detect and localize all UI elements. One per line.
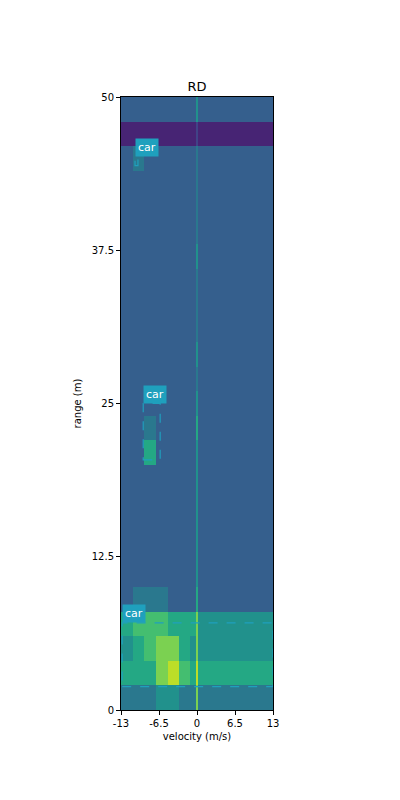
svg-text:range (m): range (m) bbox=[72, 379, 83, 429]
svg-text:car: car bbox=[138, 141, 156, 154]
svg-text:0: 0 bbox=[194, 718, 200, 729]
svg-text:50: 50 bbox=[101, 92, 114, 103]
svg-text:0: 0 bbox=[108, 705, 114, 716]
svg-text:12.5: 12.5 bbox=[92, 551, 114, 562]
svg-text:6.5: 6.5 bbox=[227, 718, 243, 729]
svg-text:RD: RD bbox=[187, 79, 206, 94]
svg-text:car: car bbox=[125, 607, 143, 620]
svg-text:car: car bbox=[146, 388, 164, 401]
svg-text:velocity (m/s): velocity (m/s) bbox=[163, 731, 231, 742]
svg-text:-13: -13 bbox=[113, 718, 129, 729]
svg-text:25: 25 bbox=[101, 398, 114, 409]
svg-text:13: 13 bbox=[267, 718, 280, 729]
svg-text:37.5: 37.5 bbox=[92, 245, 114, 256]
svg-text:-6.5: -6.5 bbox=[149, 718, 169, 729]
